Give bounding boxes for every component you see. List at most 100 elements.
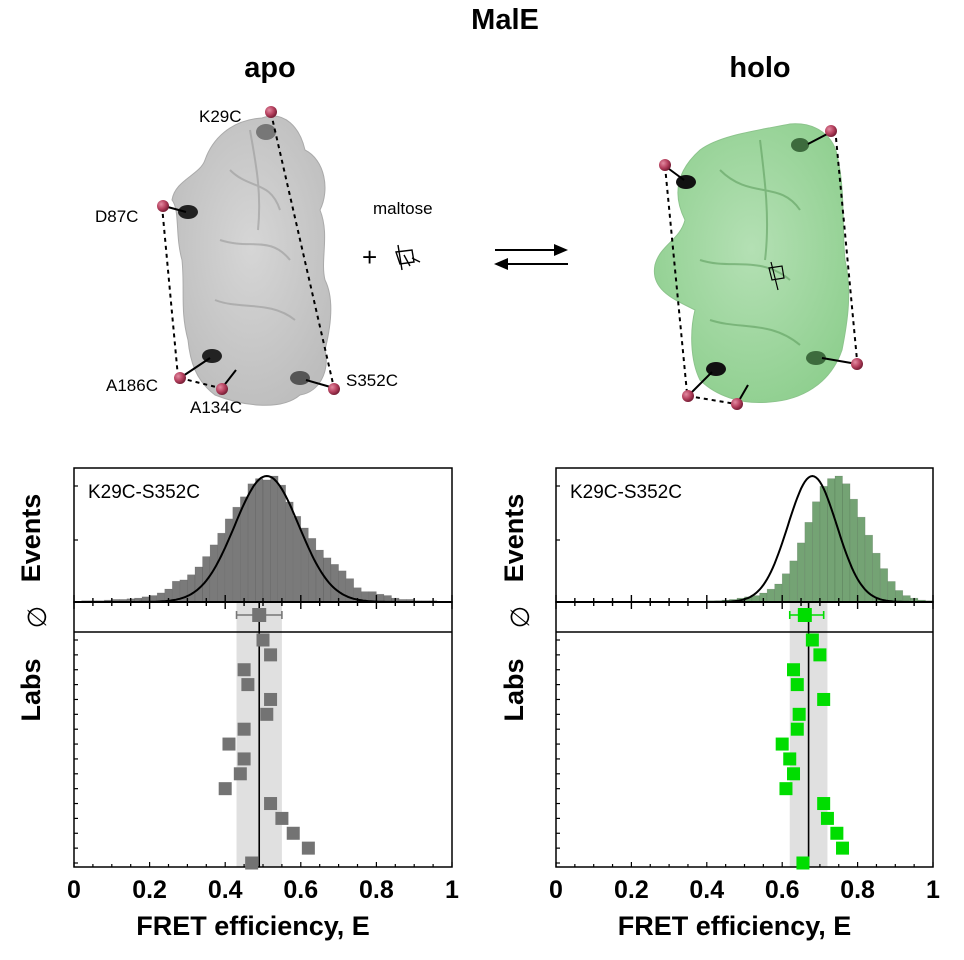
mean-marker xyxy=(797,608,812,622)
apo-mean-symbol: ∅ xyxy=(22,606,52,629)
x-tick-label: 1 xyxy=(926,876,940,904)
holo-labs-ylabel: Labs xyxy=(499,658,529,721)
lab-marker xyxy=(790,678,804,692)
maltose-label: maltose xyxy=(373,199,433,218)
histogram-bar xyxy=(194,566,203,603)
lab-marker xyxy=(256,633,270,647)
lab-marker xyxy=(792,707,806,721)
x-axis-title: FRET efficiency, E xyxy=(618,911,852,941)
plus-sign: + xyxy=(362,242,377,272)
lab-marker xyxy=(237,752,251,766)
histogram-bar xyxy=(827,478,836,603)
label-a186c: A186C xyxy=(106,376,158,395)
lab-marker xyxy=(787,767,801,781)
lab-marker xyxy=(836,841,850,855)
lab-marker xyxy=(260,707,274,721)
x-tick-label: 0.6 xyxy=(283,876,318,904)
x-tick-label: 0 xyxy=(549,876,563,904)
histogram-bar xyxy=(338,570,347,603)
lab-marker xyxy=(218,782,232,796)
histogram-bar xyxy=(774,583,783,603)
histogram-bar xyxy=(849,498,858,603)
label-k29c: K29C xyxy=(199,107,242,126)
histogram-title: K29C-S352C xyxy=(570,482,682,503)
holo-distance-lines xyxy=(664,137,858,405)
x-tick-label: 0.4 xyxy=(208,876,243,904)
histogram-bar xyxy=(812,501,821,603)
x-tick-label: 0.2 xyxy=(132,876,167,904)
histogram-bar xyxy=(330,564,339,603)
lab-marker xyxy=(286,826,300,840)
figure-title: MalE xyxy=(471,4,539,36)
lab-marker xyxy=(787,663,801,677)
histogram-bar xyxy=(240,496,249,603)
histogram-bar xyxy=(819,485,828,603)
histogram-bar xyxy=(789,560,798,603)
histogram-bar xyxy=(270,475,279,603)
apo-labs-ylabel: Labs xyxy=(16,658,46,721)
lab-marker xyxy=(817,797,831,811)
lab-marker xyxy=(830,826,844,840)
x-tick-label: 1 xyxy=(445,876,459,904)
histogram-bar xyxy=(217,532,226,603)
lab-marker xyxy=(796,856,810,870)
apo-distance-lines xyxy=(161,112,335,389)
histogram-bar xyxy=(842,483,851,603)
histogram-bar xyxy=(872,552,881,603)
histogram-bar xyxy=(262,479,271,603)
lab-marker xyxy=(222,737,236,751)
histogram-title: K29C-S352C xyxy=(88,482,200,503)
holo-events-ylabel: Events xyxy=(499,494,529,583)
lab-marker xyxy=(783,752,797,766)
x-tick-label: 0.8 xyxy=(840,876,875,904)
label-a134c: A134C xyxy=(190,398,242,417)
histogram-bar xyxy=(255,478,264,603)
histogram-bar xyxy=(804,521,813,603)
lab-marker xyxy=(817,692,831,706)
labs-frame xyxy=(555,601,934,868)
maltose-molecule-icon xyxy=(395,244,421,271)
fret-charts: Events Labs ∅ Events Labs ∅ 0 0.2 0.4 0.6 0.… xyxy=(16,467,940,941)
lab-marker xyxy=(241,678,255,692)
x-tick-label: 0.4 xyxy=(689,876,724,904)
histogram-bar xyxy=(285,501,294,603)
lab-marker xyxy=(245,856,259,870)
histogram-bar xyxy=(879,568,889,603)
lab-marker xyxy=(813,648,827,662)
lab-marker xyxy=(805,633,819,647)
apo-title: apo xyxy=(244,52,296,84)
lab-marker xyxy=(775,737,789,751)
lab-marker xyxy=(264,648,278,662)
holo-mean-symbol: ∅ xyxy=(505,606,535,629)
histogram-bar xyxy=(187,574,196,603)
histogram-bar xyxy=(894,590,904,603)
holo-label-spheres xyxy=(659,125,863,410)
histogram-bar xyxy=(796,542,806,603)
label-d87c: D87C xyxy=(95,207,138,226)
label-s352c: S352C xyxy=(346,371,398,390)
lab-marker xyxy=(237,722,251,736)
x-tick-label: 0.6 xyxy=(765,876,800,904)
apo-label-spheres xyxy=(157,106,340,395)
holo-chart-panel: 0 0.2 0.4 0.6 0.8 1 FRET efficiency, E K29C-S35… xyxy=(549,467,940,941)
apo-events-ylabel: Events xyxy=(16,494,46,583)
x-axis-title: FRET efficiency, E xyxy=(136,911,370,941)
lab-marker xyxy=(275,811,289,825)
lab-marker xyxy=(779,782,793,796)
histogram-bar xyxy=(781,573,791,603)
lab-marker xyxy=(790,722,804,736)
x-tick-label: 0 xyxy=(67,876,81,904)
lab-marker xyxy=(233,767,247,781)
x-tick-label: 0.2 xyxy=(614,876,649,904)
apo-chart-panel: 0 0.2 0.4 0.6 0.8 1 FRET efficiency, E K29C-S35… xyxy=(67,467,459,941)
histogram-bar xyxy=(887,581,896,603)
mean-marker xyxy=(252,608,267,622)
holo-title: holo xyxy=(729,52,791,84)
equilibrium-arrows-icon xyxy=(494,244,568,270)
lab-marker xyxy=(820,811,834,825)
lab-marker xyxy=(301,841,315,855)
histogram-bar xyxy=(315,549,324,603)
histogram-bar xyxy=(247,483,256,603)
histogram-bar xyxy=(766,588,775,603)
lab-marker xyxy=(264,797,278,811)
